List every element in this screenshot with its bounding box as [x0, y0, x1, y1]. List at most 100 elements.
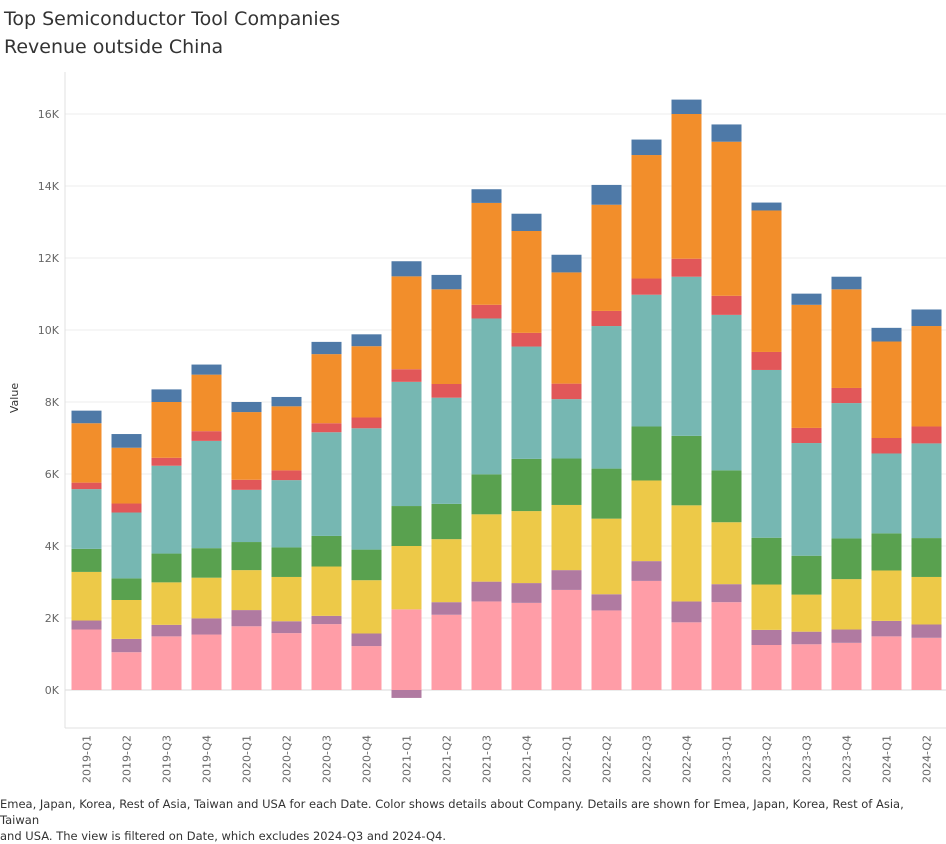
bar-segment — [871, 533, 902, 571]
bar-segment — [871, 570, 902, 621]
bar-segment — [831, 642, 862, 690]
bar-segment — [391, 546, 422, 610]
bar-segment — [711, 584, 742, 603]
bar-segment — [751, 584, 782, 630]
bar-segment — [271, 633, 302, 690]
bar-segment — [391, 369, 422, 382]
bar-segment — [711, 470, 742, 523]
bar-segment — [551, 570, 582, 590]
x-tick-label: 2023-Q3 — [801, 735, 814, 783]
bar-segment — [231, 626, 262, 690]
bar-segment — [351, 580, 382, 634]
bar-segment — [111, 578, 142, 600]
bar-segment — [231, 489, 262, 543]
x-tick-label: 2020-Q4 — [361, 735, 374, 783]
bar-segment — [671, 114, 702, 259]
bar-segment — [71, 620, 102, 630]
bar-segment — [311, 432, 342, 536]
bar-segment — [911, 538, 942, 577]
bar-segment — [711, 124, 742, 142]
bar-segment — [591, 184, 622, 205]
x-tick-label: 2024-Q2 — [921, 735, 934, 783]
bar-segment — [511, 231, 542, 333]
y-tick-label: 8K — [45, 396, 60, 409]
bar-segment — [471, 601, 502, 690]
x-tick-label: 2022-Q3 — [641, 735, 654, 783]
bar-segment — [351, 549, 382, 581]
bar-segment — [151, 624, 182, 637]
bar-segment — [831, 276, 862, 290]
bar-segment — [191, 364, 222, 375]
bar-segment — [631, 580, 662, 690]
bar-segment — [791, 427, 822, 444]
bar-segment — [511, 458, 542, 512]
bar-segment — [311, 624, 342, 690]
x-tick-label: 2022-Q2 — [601, 735, 614, 783]
bar-segment — [751, 629, 782, 645]
x-tick-label: 2019-Q3 — [161, 735, 174, 783]
bar-segment — [191, 431, 222, 441]
bar-segment — [711, 295, 742, 315]
bar-segment — [791, 293, 822, 305]
bar-segment — [831, 579, 862, 630]
y-tick-label: 12K — [38, 252, 60, 265]
y-tick-label: 10K — [38, 324, 60, 337]
bar-segment — [671, 99, 702, 114]
x-tick-label: 2020-Q1 — [241, 735, 254, 783]
caption-line-1: Emea, Japan, Korea, Rest of Asia, Taiwan… — [0, 797, 904, 827]
bar-segment — [471, 474, 502, 515]
bar-segment — [871, 453, 902, 534]
bar-segment — [191, 440, 222, 549]
bar-segment — [911, 637, 942, 690]
bar-segment — [391, 276, 422, 370]
bar-segment — [631, 426, 662, 481]
bar-segment — [191, 374, 222, 432]
bar-segment — [751, 210, 782, 352]
bar-segment — [471, 189, 502, 203]
bar-segment — [831, 289, 862, 388]
bar-segment — [591, 518, 622, 595]
bar-segment — [631, 294, 662, 427]
x-tick-label: 2022-Q4 — [681, 735, 694, 783]
bar-segment — [551, 458, 582, 505]
bar-segment — [591, 610, 622, 690]
bar-segment — [191, 577, 222, 619]
bar-segment — [751, 351, 782, 370]
bar-segment — [271, 480, 302, 548]
bar-segment — [391, 609, 422, 690]
bar-segment — [471, 514, 502, 582]
bar-segment — [631, 480, 662, 562]
bar-segment — [351, 428, 382, 550]
bar-segment — [671, 258, 702, 277]
bar-segment — [271, 621, 302, 634]
bar-segment — [271, 396, 302, 407]
bar-segment — [111, 512, 142, 579]
x-tick-label: 2023-Q1 — [721, 735, 734, 783]
bar-segment — [631, 561, 662, 581]
bar-segment — [751, 369, 782, 538]
y-tick-label: 16K — [38, 108, 60, 121]
y-tick-label: 6K — [45, 468, 60, 481]
bar-segment — [671, 622, 702, 690]
bar-segment — [191, 618, 222, 635]
bar-segment — [431, 289, 462, 384]
bar-segment — [591, 204, 622, 311]
bar-segment — [431, 503, 462, 540]
y-tick-label: 0K — [45, 684, 60, 697]
bar-segment — [231, 570, 262, 611]
x-tick-label: 2020-Q2 — [281, 735, 294, 783]
bar-segment — [871, 438, 902, 454]
x-axis-ticks: 2019-Q1 2019-Q2 2019-Q3 2019-Q4 2020-Q1 2020-… — [81, 735, 934, 783]
bar-segment — [471, 318, 502, 475]
bar-segment — [551, 383, 582, 400]
x-tick-label: 2020-Q3 — [321, 735, 334, 783]
bar-segment — [391, 381, 422, 507]
bar-segment — [831, 538, 862, 580]
bar-segment — [391, 506, 422, 546]
chart-caption: Emea, Japan, Korea, Rest of Asia, Taiwan… — [0, 796, 946, 844]
bar-segment — [791, 631, 822, 645]
bar-segment — [671, 276, 702, 436]
y-tick-label: 14K — [38, 180, 60, 193]
bar-segment — [151, 465, 182, 554]
